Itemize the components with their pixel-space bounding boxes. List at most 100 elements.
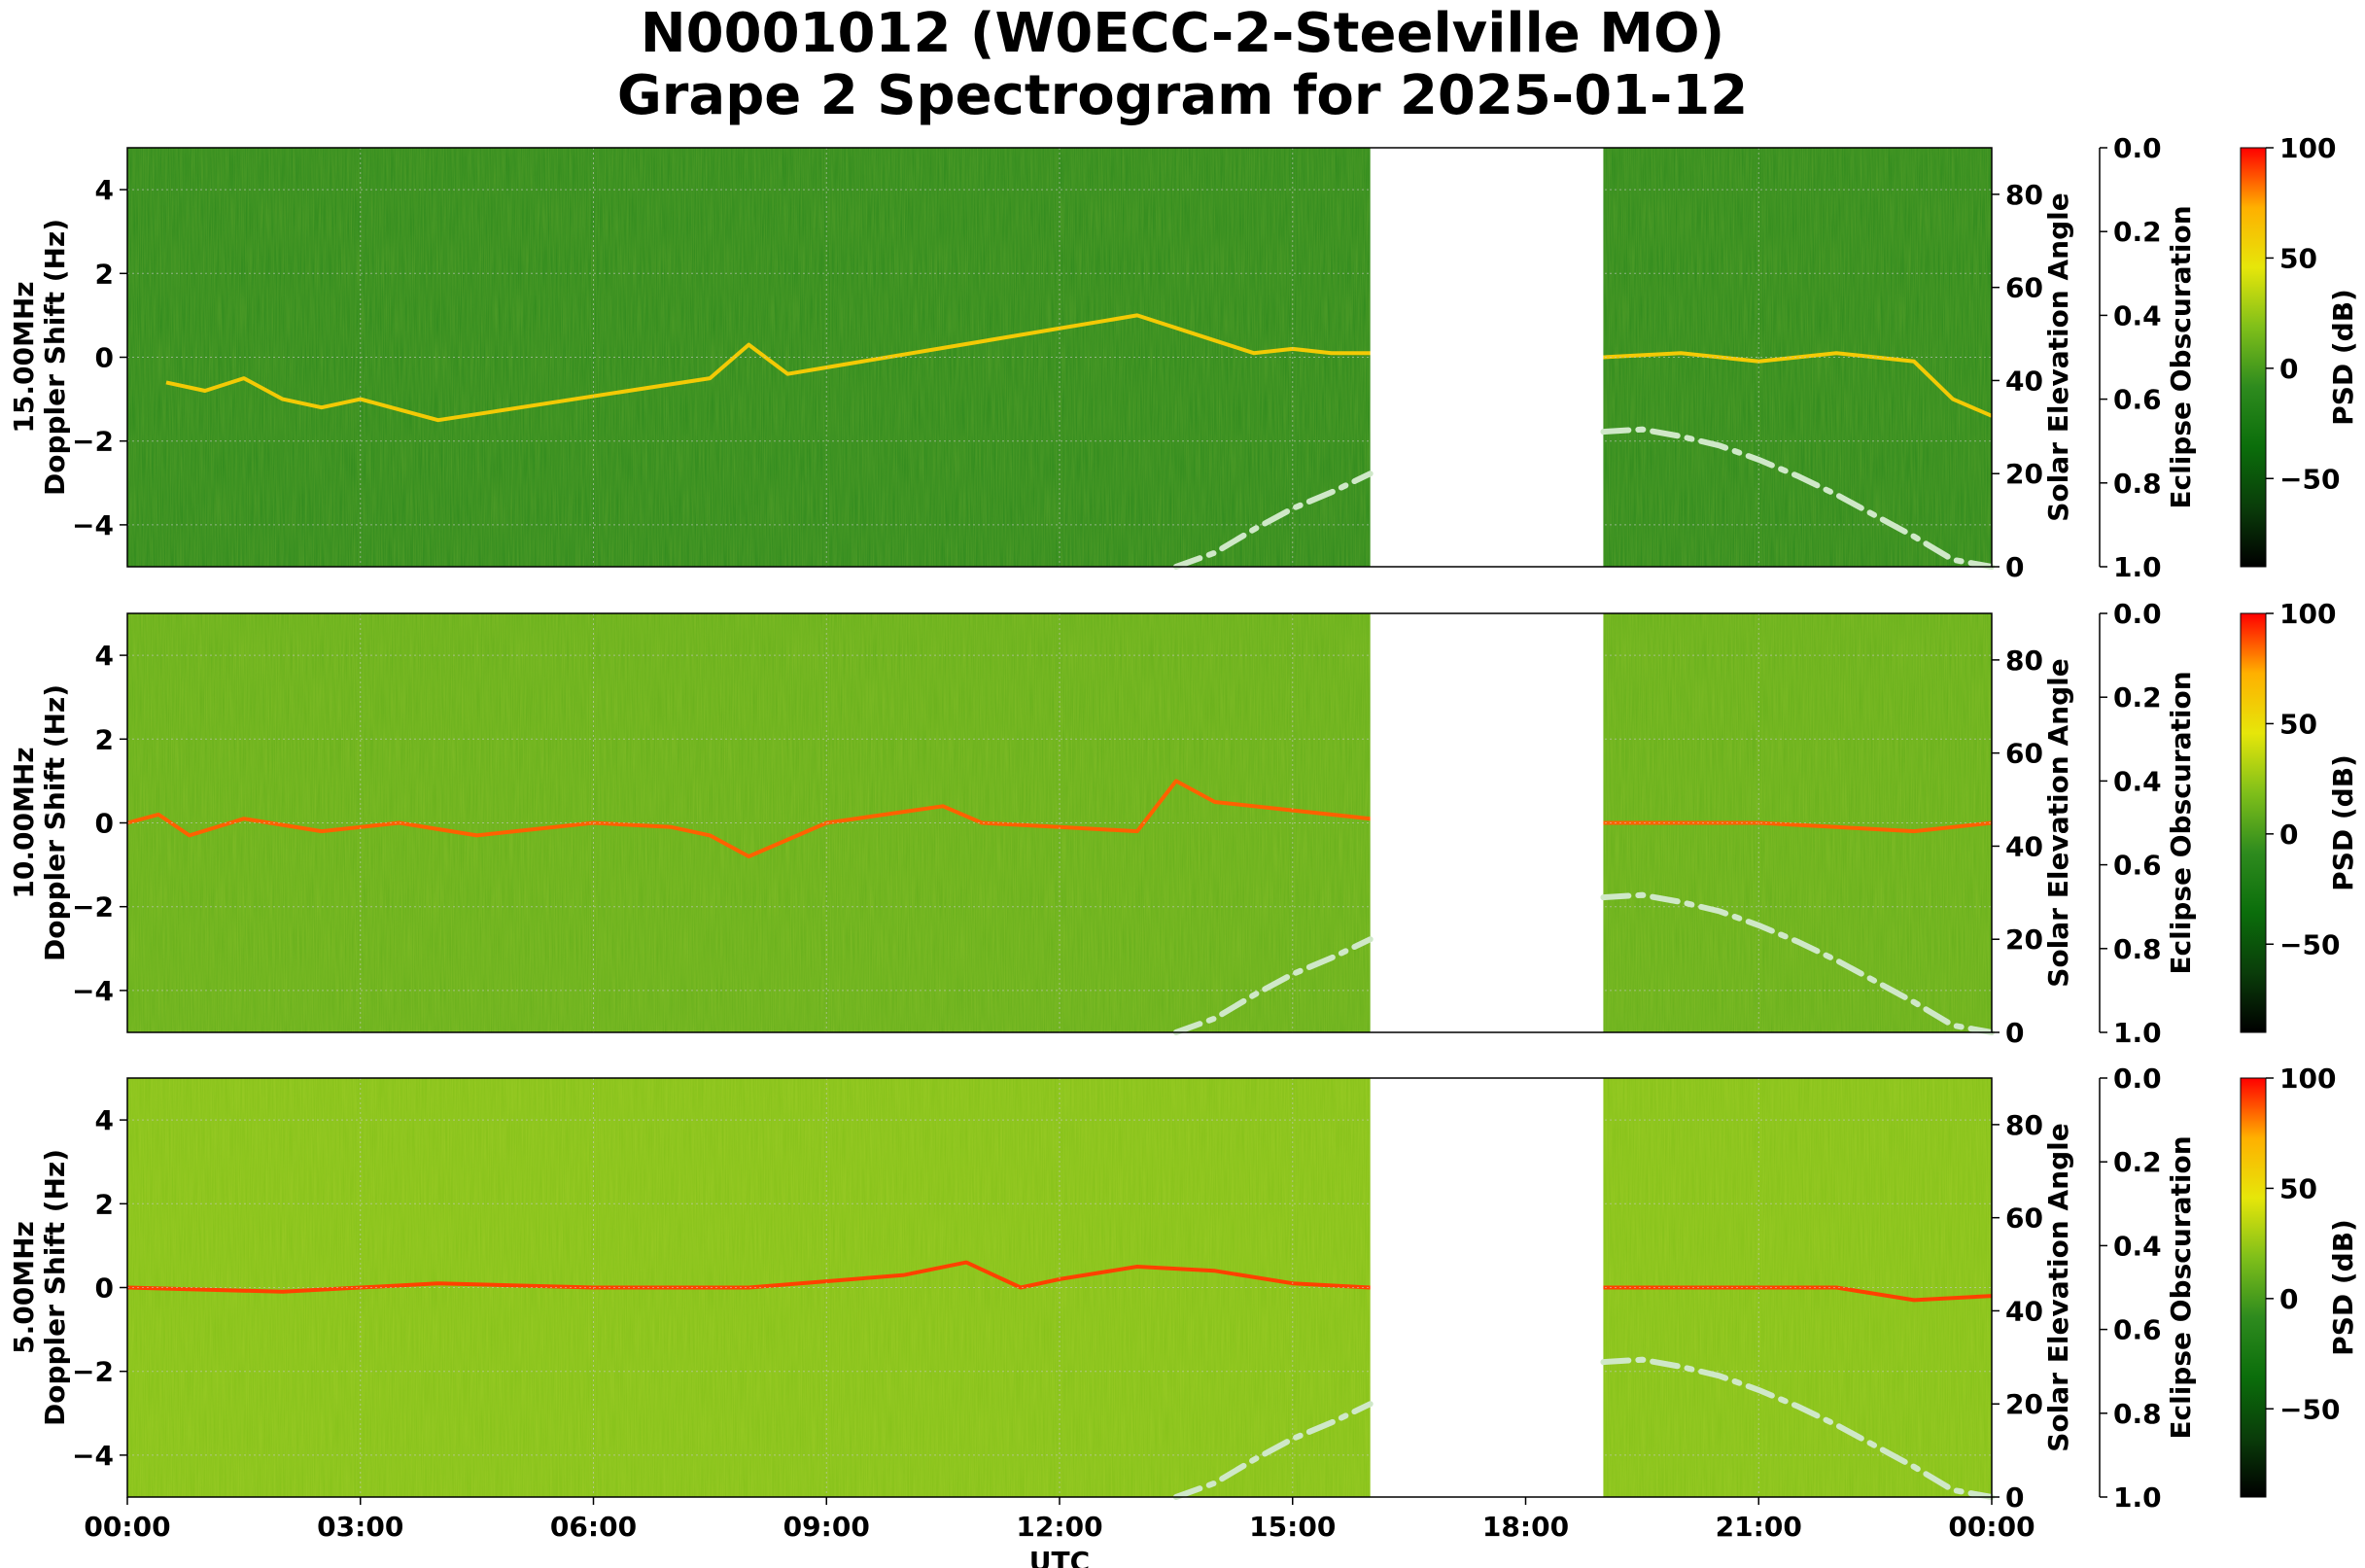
colorbar-tick-label: −50 xyxy=(2279,1393,2340,1425)
colorbar-tick-label: 50 xyxy=(2279,1172,2317,1204)
y-axis-label-frequency: 15.00MHz xyxy=(8,281,40,433)
solar-elevation-curve xyxy=(1600,891,1995,1035)
y-tick-label: 2 xyxy=(95,258,114,290)
colorbar xyxy=(2240,147,2267,568)
y-axis-label: Doppler Shift (Hz) xyxy=(39,219,71,496)
y-tick-label: 0 xyxy=(95,1272,114,1305)
right-tick-label: 40 xyxy=(2005,365,2043,397)
x-tick-label: 21:00 xyxy=(1716,1511,1802,1543)
x-tick-label: 00:00 xyxy=(84,1511,170,1543)
colorbar xyxy=(2240,612,2267,1033)
eclipse-tick-label: 0.8 xyxy=(2113,1398,2162,1430)
y-tick-label: −2 xyxy=(72,891,114,923)
y-tick-label: 2 xyxy=(95,1188,114,1220)
x-tick-label: 00:00 xyxy=(1948,1511,2035,1543)
y-tick-label: −4 xyxy=(72,1440,114,1472)
y-axis-label-frequency: 5.00MHz xyxy=(8,1221,40,1354)
colorbar-tick-label: −50 xyxy=(2279,928,2340,960)
doppler-trace xyxy=(126,779,1993,858)
x-tick-label: 12:00 xyxy=(1016,1511,1102,1543)
eclipse-tick-label: 0.0 xyxy=(2113,1063,2162,1095)
eclipse-tick-label: 0.6 xyxy=(2113,1314,2162,1346)
y-tick-label: 0 xyxy=(95,342,114,374)
eclipse-tick-label: 0.0 xyxy=(2113,132,2162,164)
right-tick-label: 0 xyxy=(2005,551,2024,583)
right-tick-label: 60 xyxy=(2005,738,2043,770)
panels: 420−2−415.00MHz Doppler Shift (Hz)0204060… xyxy=(8,132,2359,1514)
colorbar xyxy=(2240,1077,2267,1498)
y-tick-label: −2 xyxy=(72,426,114,458)
y-tick-label: 4 xyxy=(95,174,114,206)
eclipse-tick-label: 0.4 xyxy=(2113,299,2162,331)
y-tick-label: 0 xyxy=(95,808,114,840)
right-tick-label: 40 xyxy=(2005,1295,2043,1327)
colorbar-tick-label: 50 xyxy=(2279,708,2317,740)
right-axis-label: Solar Elevation Angle xyxy=(2042,1123,2074,1451)
data-gap xyxy=(1370,613,1604,1032)
y-tick-label: 4 xyxy=(95,640,114,672)
colorbar-tick-label: 100 xyxy=(2279,1063,2336,1095)
right-tick-label: 20 xyxy=(2005,1388,2043,1420)
eclipse-tick-label: 0.2 xyxy=(2113,216,2162,248)
panel-5.00MHz: 420−2−45.00MHz Doppler Shift (Hz)02040608… xyxy=(8,1063,2359,1514)
colorbar-tick-label: 100 xyxy=(2279,598,2336,630)
right-tick-label: 40 xyxy=(2005,830,2043,862)
eclipse-tick-label: 1.0 xyxy=(2113,1481,2162,1514)
eclipse-tick-label: 0.4 xyxy=(2113,765,2162,797)
solar-elevation-curve xyxy=(1600,1356,1995,1500)
solar-elevation-curve xyxy=(1600,426,1995,570)
right-tick-label: 80 xyxy=(2005,179,2043,211)
right-tick-label: 20 xyxy=(2005,923,2043,956)
solar-elevation-curve xyxy=(1172,1401,1374,1500)
y-axis-label: Doppler Shift (Hz) xyxy=(39,1149,71,1426)
chart-title-line-2: Grape 2 Spectrogram for 2025-01-12 xyxy=(616,64,1749,127)
eclipse-tick-label: 1.0 xyxy=(2113,551,2162,583)
y-tick-label: −2 xyxy=(72,1356,114,1388)
colorbar-tick-label: 0 xyxy=(2279,353,2298,385)
x-axis-label: UTC xyxy=(1029,1546,1090,1568)
x-axis: 00:00 03:00 06:00 09:00 12:00 15:00 18:00 21:00… xyxy=(84,1497,2035,1568)
y-axis-label: Doppler Shift (Hz) xyxy=(39,684,71,961)
y-tick-label: 2 xyxy=(95,723,114,755)
right-tick-label: 20 xyxy=(2005,458,2043,490)
eclipse-tick-label: 0.8 xyxy=(2113,933,2162,965)
doppler-trace xyxy=(165,313,1993,423)
right-tick-label: 80 xyxy=(2005,645,2043,677)
eclipse-tick-label: 0.0 xyxy=(2113,598,2162,630)
solar-elevation-curve xyxy=(1172,936,1374,1035)
eclipse-tick-label: 0.6 xyxy=(2113,384,2162,416)
eclipse-tick-label: 1.0 xyxy=(2113,1017,2162,1049)
panel-15.00MHz: 420−2−415.00MHz Doppler Shift (Hz)0204060… xyxy=(8,132,2359,583)
data-gap xyxy=(1370,148,1604,567)
colorbar-tick-label: 0 xyxy=(2279,1283,2298,1315)
colorbar-label: PSD (dB) xyxy=(2327,754,2359,891)
data-gap xyxy=(1370,1078,1604,1497)
x-tick-label: 18:00 xyxy=(1482,1511,1569,1543)
eclipse-axis-label: Eclipse Obscuration xyxy=(2165,205,2197,508)
right-tick-label: 60 xyxy=(2005,272,2043,304)
panel-10.00MHz: 420−2−410.00MHz Doppler Shift (Hz)0204060… xyxy=(8,598,2359,1049)
chart-title-line-1: N0001012 (W0ECC-2-Steelville MO) xyxy=(640,2,1725,65)
solar-elevation-curve xyxy=(1172,470,1374,570)
y-tick-label: −4 xyxy=(72,509,114,541)
eclipse-tick-label: 0.2 xyxy=(2113,681,2162,714)
right-axis-label: Solar Elevation Angle xyxy=(2042,658,2074,987)
eclipse-tick-label: 0.4 xyxy=(2113,1230,2162,1262)
right-tick-label: 60 xyxy=(2005,1202,2043,1235)
eclipse-tick-label: 0.8 xyxy=(2113,468,2162,500)
eclipse-axis-label: Eclipse Obscuration xyxy=(2165,671,2197,974)
eclipse-axis-label: Eclipse Obscuration xyxy=(2165,1135,2197,1439)
right-axis-label: Solar Elevation Angle xyxy=(2042,192,2074,521)
y-tick-label: −4 xyxy=(72,975,114,1007)
colorbar-tick-label: 0 xyxy=(2279,819,2298,851)
right-tick-label: 80 xyxy=(2005,1109,2043,1141)
colorbar-label: PSD (dB) xyxy=(2327,1219,2359,1356)
y-tick-label: 4 xyxy=(95,1104,114,1136)
colorbar-tick-label: −50 xyxy=(2279,463,2340,495)
x-tick-label: 06:00 xyxy=(550,1511,637,1543)
colorbar-label: PSD (dB) xyxy=(2327,289,2359,426)
eclipse-tick-label: 0.2 xyxy=(2113,1146,2162,1178)
colorbar-tick-label: 50 xyxy=(2279,242,2317,274)
x-tick-label: 09:00 xyxy=(783,1511,870,1543)
